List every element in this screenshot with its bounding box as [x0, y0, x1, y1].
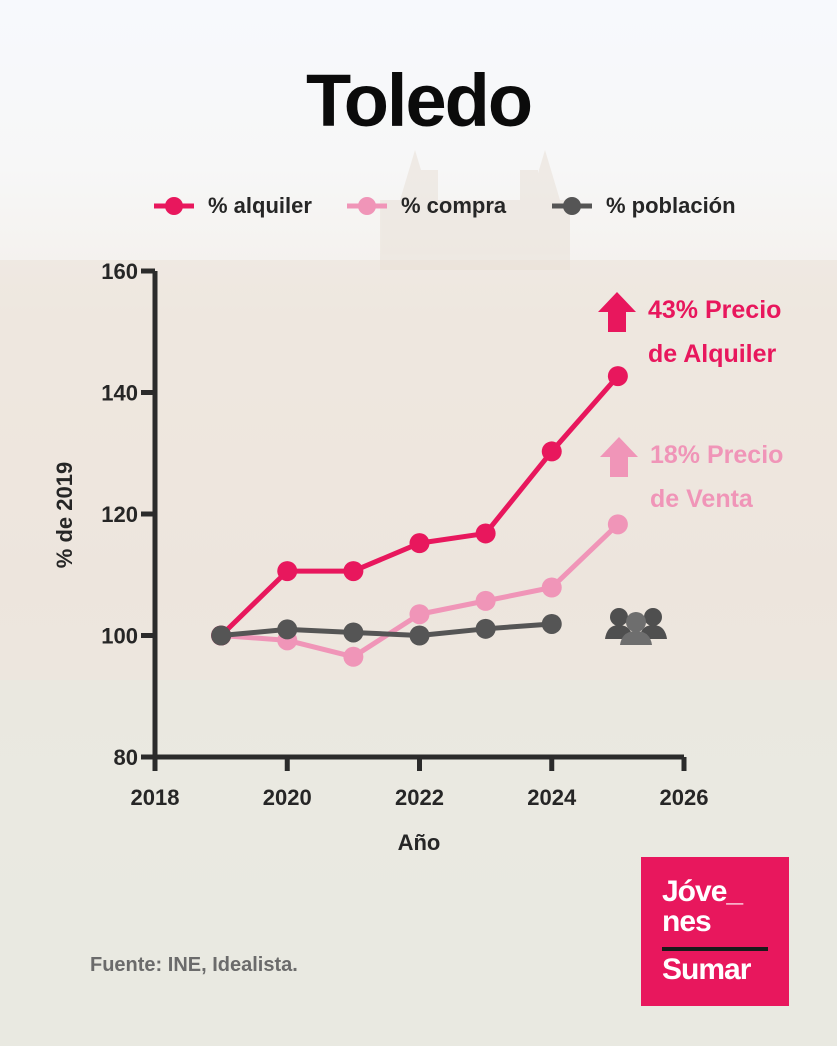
chart-legend: % alquiler % compra % población [0, 190, 837, 222]
logo-divider [662, 947, 768, 951]
data-point-poblacion [409, 625, 430, 646]
x-tick-label: 2020 [263, 785, 312, 810]
y-tick-label: 140 [101, 381, 138, 406]
data-point-alquiler [607, 366, 628, 387]
data-point-poblacion [277, 619, 298, 640]
data-point-alquiler [409, 533, 430, 554]
legend-marker-alquiler-icon [154, 197, 194, 215]
chart-series [211, 366, 628, 667]
chart-axes: 80 100 120 140 160 2018 2020 2022 2024 2026 [101, 259, 708, 810]
logo-line2: nes [662, 905, 712, 938]
annotation-compra-line1: 18% Precio [650, 441, 784, 469]
series-poblacion [211, 613, 562, 646]
y-tick-label: 160 [101, 259, 138, 284]
x-tick-label: 2024 [527, 785, 577, 810]
annotation-compra-line2: de Venta [650, 485, 753, 513]
arrow-up-icon [600, 437, 638, 477]
legend-item-compra: % compra [347, 190, 506, 222]
legend-marker-compra-icon [347, 197, 387, 215]
arrow-up-icon [598, 292, 636, 332]
data-point-alquiler [475, 523, 496, 544]
annotation-alquiler-line1: 43% Precio [648, 296, 782, 324]
legend-item-poblacion: % población [552, 190, 736, 222]
data-point-compra [607, 514, 628, 535]
data-point-alquiler [541, 441, 562, 462]
annotation-alquiler: 43% Precio de Alquiler [598, 288, 781, 376]
data-point-compra [343, 646, 364, 667]
legend-label: % compra [401, 193, 507, 218]
x-tick-label: 2018 [131, 785, 180, 810]
y-axis-label: % de 2019 [52, 462, 77, 568]
data-point-poblacion [475, 618, 496, 639]
legend-item-alquiler: % alquiler [154, 190, 312, 222]
x-axis-label: Año [398, 830, 441, 855]
data-point-alquiler [343, 561, 364, 582]
data-point-compra [541, 577, 562, 598]
logo-line3: Sumar [662, 953, 751, 986]
y-tick-label: 120 [101, 502, 138, 527]
series-line-poblacion [220, 621, 552, 638]
annotation-compra: 18% Precio de Venta [600, 433, 783, 521]
data-point-compra [409, 604, 430, 625]
line-chart: 80 100 120 140 160 2018 2020 2022 2024 2026 % de … [52, 259, 708, 855]
y-tick-label: 80 [114, 745, 138, 770]
legend-label: % población [606, 193, 736, 218]
series-alquiler [211, 366, 628, 646]
annotation-alquiler-line2: de Alquiler [648, 340, 777, 368]
data-point-poblacion [211, 625, 232, 646]
data-point-poblacion [343, 622, 364, 643]
legend-marker-poblacion-icon [552, 197, 592, 215]
jovenes-sumar-logo: Jóve_ nes Sumar [641, 857, 789, 1006]
logo-line1: Jóve_ [662, 875, 743, 908]
y-tick-label: 100 [101, 624, 138, 649]
series-line-alquiler [219, 374, 620, 638]
data-point-compra [475, 590, 496, 611]
source-note: Fuente: INE, Idealista. [90, 954, 298, 976]
page-title: Toledo [305, 59, 533, 142]
people-group-icon [605, 608, 667, 645]
data-point-poblacion [541, 613, 562, 634]
series-compra [211, 514, 628, 667]
legend-label: % alquiler [208, 193, 312, 218]
data-point-alquiler [277, 561, 298, 582]
x-tick-label: 2026 [660, 785, 709, 810]
x-tick-label: 2022 [395, 785, 444, 810]
